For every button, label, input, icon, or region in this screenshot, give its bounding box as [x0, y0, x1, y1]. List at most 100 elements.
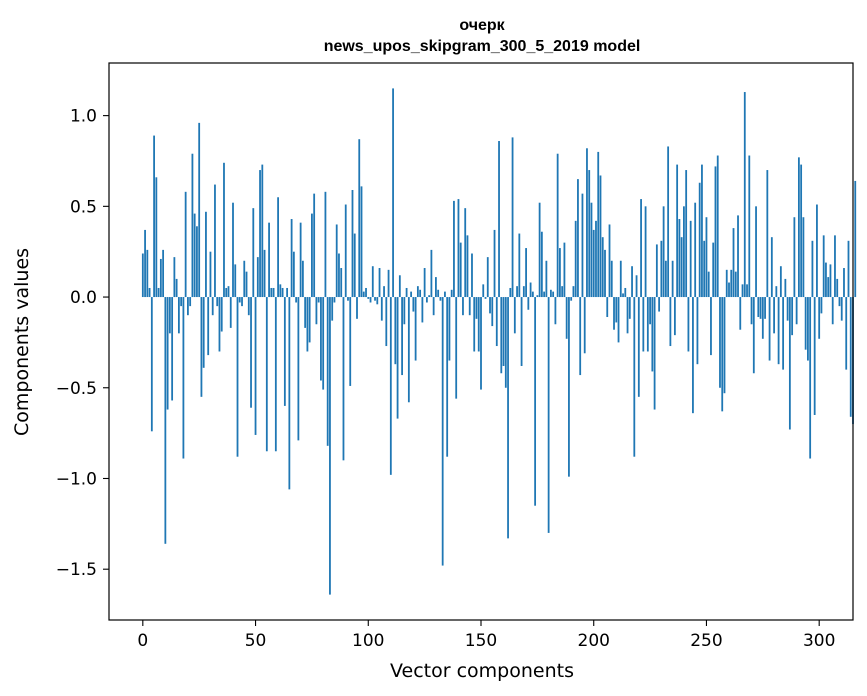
bar-116: [403, 297, 406, 325]
bar-312: [845, 297, 848, 370]
bar-245: [694, 202, 697, 298]
bar-79: [320, 297, 322, 381]
bar-63: [283, 297, 286, 406]
bar-13: [171, 297, 174, 401]
bar-158: [498, 141, 500, 298]
bar-3: [148, 287, 151, 298]
bars-group: [141, 88, 857, 595]
bar-110: [389, 297, 392, 475]
x-tick-label: 250: [690, 631, 722, 651]
bar-18: [182, 297, 185, 459]
bar-70: [299, 222, 302, 298]
bar-240: [683, 206, 685, 298]
bar-139: [455, 297, 458, 399]
bar-104: [376, 297, 379, 305]
bar-269: [748, 155, 751, 298]
bar-121: [414, 297, 417, 361]
bar-46: [245, 271, 248, 298]
bar-83: [329, 297, 331, 595]
bar-59: [274, 297, 277, 452]
bar-72: [304, 297, 307, 328]
bar-167: [518, 233, 521, 298]
bar-237: [676, 164, 679, 298]
bar-86: [335, 224, 338, 298]
bar-40: [232, 202, 234, 298]
bar-256: [719, 297, 721, 388]
bar-135: [446, 297, 449, 457]
x-tick-label: 50: [245, 631, 267, 651]
bar-265: [739, 297, 742, 330]
bar-84: [331, 297, 334, 321]
bar-137: [450, 289, 453, 298]
bar-291: [797, 157, 800, 298]
bar-17: [180, 297, 183, 307]
bar-262: [732, 228, 735, 298]
bar-113: [396, 297, 399, 419]
bar-68: [295, 297, 298, 303]
bar-125: [423, 268, 426, 298]
bar-204: [601, 237, 604, 298]
bar-220: [637, 297, 640, 397]
bar-186: [561, 286, 564, 298]
bar-168: [520, 297, 523, 366]
bar-6: [155, 177, 158, 298]
bar-279: [770, 237, 773, 298]
bar-304: [827, 277, 830, 298]
bar-23: [193, 213, 196, 298]
bar-175: [536, 295, 539, 298]
bar-166: [516, 286, 518, 298]
bar-191: [572, 286, 575, 298]
bar-249: [703, 240, 706, 298]
bar-11: [166, 297, 169, 410]
bar-206: [606, 297, 609, 318]
bar-182: [552, 291, 555, 298]
y-axis-label: Components values: [11, 248, 33, 436]
bar-276: [764, 297, 766, 319]
bar-170: [525, 248, 527, 298]
bar-10: [164, 297, 167, 544]
bar-176: [538, 202, 541, 298]
bar-75: [311, 213, 313, 298]
bar-26: [200, 297, 203, 397]
bar-111: [392, 88, 394, 298]
bar-234: [669, 297, 672, 347]
bar-247: [698, 182, 701, 298]
bar-151: [482, 284, 485, 298]
bar-73: [306, 297, 309, 352]
bar-189: [568, 297, 570, 477]
bar-277: [766, 170, 769, 298]
bar-80: [322, 297, 325, 390]
bar-44: [241, 297, 243, 307]
bar-61: [279, 284, 282, 298]
bar-174: [534, 297, 537, 506]
bar-210: [615, 297, 618, 323]
bar-302: [822, 235, 825, 298]
y-tick-label: −1.0: [56, 469, 97, 489]
bar-267: [743, 92, 746, 298]
bar-117: [405, 287, 408, 298]
bar-190: [570, 297, 573, 301]
bar-229: [658, 297, 661, 312]
bar-209: [613, 297, 615, 330]
bar-296: [809, 297, 812, 459]
bar-171: [527, 297, 530, 310]
bar-285: [784, 278, 787, 298]
bar-29: [207, 297, 210, 356]
bar-96: [358, 139, 361, 298]
bar-223: [644, 206, 647, 298]
bar-184: [556, 153, 559, 298]
bar-102: [371, 266, 374, 298]
bar-122: [416, 286, 419, 298]
bar-197: [586, 148, 588, 298]
bar-306: [831, 297, 834, 325]
bar-141: [459, 242, 462, 298]
y-tick-label: 0.0: [70, 288, 97, 308]
bar-244: [692, 297, 694, 414]
bar-14: [173, 257, 176, 298]
plot-frame: [108, 62, 854, 621]
bar-286: [786, 297, 789, 321]
bar-243: [689, 220, 692, 298]
bar-192: [574, 220, 577, 298]
bar-146: [471, 253, 473, 298]
